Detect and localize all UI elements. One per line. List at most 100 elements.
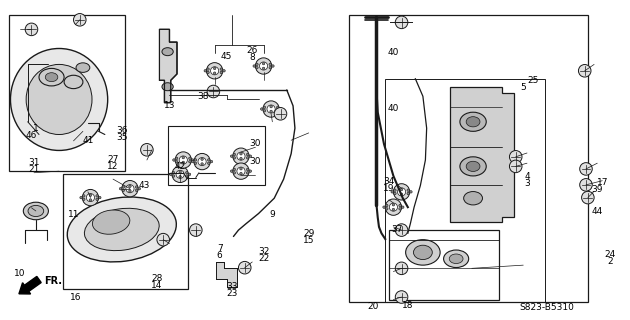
Text: 40: 40 [387, 104, 399, 113]
Circle shape [207, 159, 210, 161]
Circle shape [198, 157, 206, 166]
Circle shape [231, 170, 233, 172]
Circle shape [246, 168, 249, 171]
Circle shape [581, 191, 594, 204]
Circle shape [269, 63, 272, 66]
Circle shape [246, 172, 249, 174]
Ellipse shape [93, 210, 130, 234]
Bar [9, 15, 125, 171]
Ellipse shape [466, 117, 480, 127]
Text: 29: 29 [303, 229, 314, 238]
Circle shape [172, 166, 188, 182]
Text: 18: 18 [402, 301, 413, 310]
Circle shape [394, 189, 396, 191]
Text: 3: 3 [524, 180, 530, 188]
Circle shape [96, 195, 98, 197]
Ellipse shape [464, 192, 483, 205]
Circle shape [395, 16, 408, 28]
Circle shape [207, 85, 220, 98]
Circle shape [386, 208, 388, 210]
Circle shape [74, 13, 86, 26]
Ellipse shape [67, 197, 176, 262]
Circle shape [192, 159, 194, 161]
Circle shape [269, 67, 272, 69]
Circle shape [253, 65, 255, 67]
Circle shape [386, 204, 388, 207]
Text: 40: 40 [387, 48, 399, 57]
Circle shape [407, 189, 410, 191]
Ellipse shape [26, 64, 92, 134]
Circle shape [96, 198, 98, 201]
Ellipse shape [64, 75, 83, 89]
Ellipse shape [460, 157, 486, 176]
Circle shape [233, 153, 236, 156]
Circle shape [192, 160, 194, 163]
Circle shape [392, 204, 394, 206]
Circle shape [140, 144, 153, 156]
Text: 32: 32 [258, 247, 269, 256]
Ellipse shape [444, 250, 469, 268]
Bar [350, 15, 588, 302]
Circle shape [169, 173, 172, 176]
Polygon shape [216, 262, 237, 287]
Circle shape [186, 172, 188, 174]
Circle shape [249, 170, 251, 172]
Circle shape [270, 110, 272, 113]
Circle shape [122, 180, 138, 197]
Polygon shape [159, 29, 177, 103]
Circle shape [399, 204, 401, 207]
Circle shape [135, 186, 138, 188]
Circle shape [246, 153, 249, 156]
Ellipse shape [39, 68, 64, 86]
Circle shape [126, 185, 134, 193]
Circle shape [173, 159, 175, 161]
Circle shape [240, 168, 242, 170]
Text: 37: 37 [391, 225, 403, 234]
Text: 35: 35 [116, 132, 127, 141]
Circle shape [260, 62, 268, 70]
Circle shape [204, 69, 207, 72]
Circle shape [510, 150, 522, 163]
Circle shape [393, 184, 410, 200]
Circle shape [237, 152, 245, 160]
Circle shape [207, 162, 210, 164]
Circle shape [186, 175, 188, 177]
Circle shape [122, 186, 125, 188]
Circle shape [98, 196, 101, 199]
Ellipse shape [84, 208, 159, 251]
Ellipse shape [23, 202, 49, 220]
Circle shape [256, 63, 258, 66]
Text: 12: 12 [107, 162, 118, 171]
Circle shape [399, 208, 401, 210]
Polygon shape [450, 87, 515, 222]
Circle shape [267, 105, 275, 113]
Circle shape [188, 173, 191, 176]
Text: 34: 34 [383, 177, 395, 186]
Ellipse shape [76, 63, 90, 72]
Circle shape [172, 175, 175, 177]
Bar [168, 125, 265, 185]
Circle shape [188, 160, 191, 163]
Circle shape [233, 163, 249, 179]
Circle shape [80, 196, 83, 199]
Ellipse shape [45, 73, 58, 82]
Ellipse shape [449, 254, 463, 264]
Circle shape [279, 108, 282, 110]
Text: 13: 13 [164, 101, 175, 110]
Circle shape [407, 192, 410, 195]
Text: 30: 30 [249, 139, 261, 148]
Circle shape [400, 188, 403, 191]
Circle shape [194, 159, 197, 161]
Ellipse shape [162, 83, 173, 91]
Circle shape [398, 188, 406, 196]
Circle shape [233, 172, 236, 174]
Text: 15: 15 [303, 236, 314, 245]
Text: 20: 20 [367, 302, 379, 311]
Ellipse shape [413, 245, 432, 260]
Text: 22: 22 [258, 254, 269, 263]
Circle shape [175, 157, 178, 160]
Circle shape [262, 62, 265, 65]
Circle shape [210, 160, 213, 163]
Circle shape [179, 156, 187, 164]
Circle shape [223, 69, 226, 72]
